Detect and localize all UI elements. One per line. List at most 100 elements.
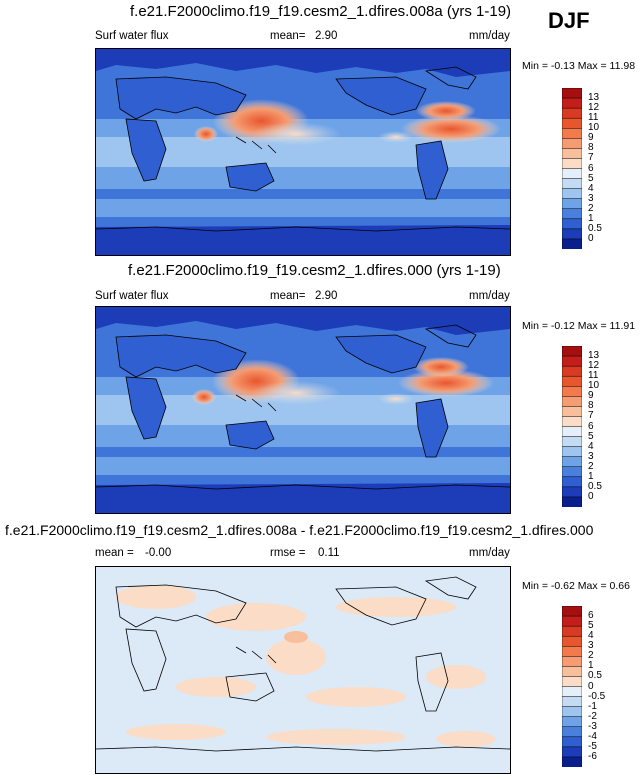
panel3-minmax: Min = -0.62 Max = 0.66: [522, 580, 630, 592]
panel3-map: [95, 566, 511, 774]
colorbar-tick-label: 3: [588, 450, 594, 462]
panel1-units: mm/day: [469, 30, 510, 42]
colorbar-tick-label: 7: [588, 152, 594, 164]
colorbar-swatch: [562, 656, 582, 667]
colorbar-tick-label: 0: [588, 680, 594, 692]
colorbar-tick-label: 6: [588, 610, 594, 622]
colorbar-swatch: [562, 666, 582, 677]
colorbar-tick-label: 0.5: [588, 222, 602, 234]
colorbar-tick-label: 5: [588, 430, 594, 442]
panel1-minmax: Min = -0.13 Max = 11.98: [522, 60, 636, 72]
panel1-colorbar-svg: [562, 88, 582, 249]
colorbar-tick-label: 0.5: [588, 480, 602, 492]
panel2-map: [95, 306, 511, 514]
colorbar-tick-label: 6: [588, 162, 594, 174]
colorbar-tick-label: 8: [588, 400, 594, 412]
panel2-colorbar-svg: [562, 346, 582, 507]
colorbar-swatch: [562, 218, 582, 230]
panel3-rmse-label: rmse =: [270, 547, 306, 559]
colorbar-swatch: [562, 138, 582, 149]
colorbar-tick-label: 10: [588, 380, 600, 392]
colorbar-tick-label: 7: [588, 410, 594, 422]
panel1-colorbar: [562, 88, 582, 249]
colorbar-swatch: [562, 426, 582, 438]
colorbar-swatch: [562, 97, 582, 109]
panel3-units: mm/day: [469, 547, 510, 559]
colorbar-tick-label: 8: [588, 142, 594, 154]
colorbar-swatch: [562, 606, 582, 617]
colorbar-tick-label: -5: [588, 740, 597, 752]
colorbar-tick-label: 13: [588, 92, 600, 104]
colorbar-tick-label: 4: [588, 630, 594, 642]
colorbar-swatch: [562, 676, 582, 688]
colorbar-swatch: [562, 406, 582, 417]
panel3-title: f.e21.F2000climo.f19_f19.cesm2_1.dfires.…: [5, 522, 594, 538]
colorbar-tick-label: -1: [588, 700, 597, 712]
colorbar-tick-label: 1: [588, 212, 594, 224]
panel3-mean-value: -0.00: [145, 547, 172, 559]
colorbar-swatch: [562, 496, 582, 507]
colorbar-swatch: [562, 158, 582, 170]
colorbar-tick-label: 4: [588, 440, 594, 452]
colorbar-tick-label: 1: [588, 660, 594, 672]
colorbar-tick-label: -2: [588, 710, 597, 722]
colorbar-swatch: [562, 198, 582, 210]
colorbar-tick-label: 12: [588, 360, 600, 372]
colorbar-tick-label: 0: [588, 490, 594, 502]
colorbar-swatch: [562, 476, 582, 488]
colorbar-swatch: [562, 188, 582, 200]
colorbar-tick-label: 3: [588, 192, 594, 204]
panel3-mean-label: mean =: [95, 547, 134, 559]
colorbar-tick-label: 2: [588, 460, 594, 472]
panel2-minmax: Min = -0.12 Max = 11.91: [522, 320, 636, 332]
panel1-mean-label: mean=: [270, 30, 306, 42]
season-label: DJF: [548, 8, 590, 33]
colorbar-swatch: [562, 436, 582, 448]
colorbar-swatch: [562, 746, 582, 758]
colorbar-tick-label: -0.5: [588, 690, 606, 702]
colorbar-swatch: [562, 107, 582, 119]
colorbar-tick-label: 3: [588, 640, 594, 652]
colorbar-swatch: [562, 706, 582, 718]
colorbar-swatch: [562, 355, 582, 367]
colorbar-swatch: [562, 726, 582, 738]
colorbar-swatch: [562, 396, 582, 407]
panel2-map-svg: [96, 307, 510, 513]
colorbar-swatch: [562, 346, 582, 357]
colorbar-swatch: [562, 466, 582, 478]
colorbar-swatch: [562, 646, 582, 657]
panel1-map: [95, 48, 511, 256]
colorbar-swatch: [562, 716, 582, 728]
colorbar-swatch: [562, 736, 582, 748]
colorbar-tick-label: 2: [588, 202, 594, 214]
colorbar-swatch: [562, 238, 582, 249]
colorbar-tick-label: 13: [588, 350, 600, 362]
colorbar-tick-label: 12: [588, 102, 600, 114]
panel2-mean-value: 2.90: [315, 290, 338, 302]
colorbar-swatch: [562, 615, 582, 627]
colorbar-swatch: [562, 486, 582, 498]
colorbar-swatch: [562, 386, 582, 397]
colorbar-swatch: [562, 446, 582, 458]
colorbar-tick-label: 11: [588, 370, 599, 382]
colorbar-tick-label: 6: [588, 420, 594, 432]
panel3-map-svg: [96, 567, 510, 773]
panel2-mean-label: mean=: [270, 290, 306, 302]
colorbar-swatch: [562, 686, 582, 698]
colorbar-swatch: [562, 756, 582, 767]
colorbar-swatch: [562, 178, 582, 190]
panel1-mean-value: 2.90: [315, 30, 338, 42]
colorbar-swatch: [562, 696, 582, 708]
colorbar-swatch: [562, 228, 582, 240]
panel2-title: f.e21.F2000climo.f19_f19.cesm2_1.dfires.…: [128, 262, 501, 279]
panel2-variable-label: Surf water flux: [95, 290, 169, 302]
panel3-colorbar-svg: [562, 606, 582, 767]
panel3-rmse-value: 0.11: [318, 547, 340, 559]
panel1-map-svg: [96, 49, 510, 255]
colorbar-swatch: [562, 416, 582, 428]
colorbar-tick-label: 5: [588, 172, 594, 184]
colorbar-tick-label: 5: [588, 620, 594, 632]
colorbar-swatch: [562, 456, 582, 468]
panel1-variable-label: Surf water flux: [95, 30, 169, 42]
colorbar-tick-label: 9: [588, 390, 594, 402]
